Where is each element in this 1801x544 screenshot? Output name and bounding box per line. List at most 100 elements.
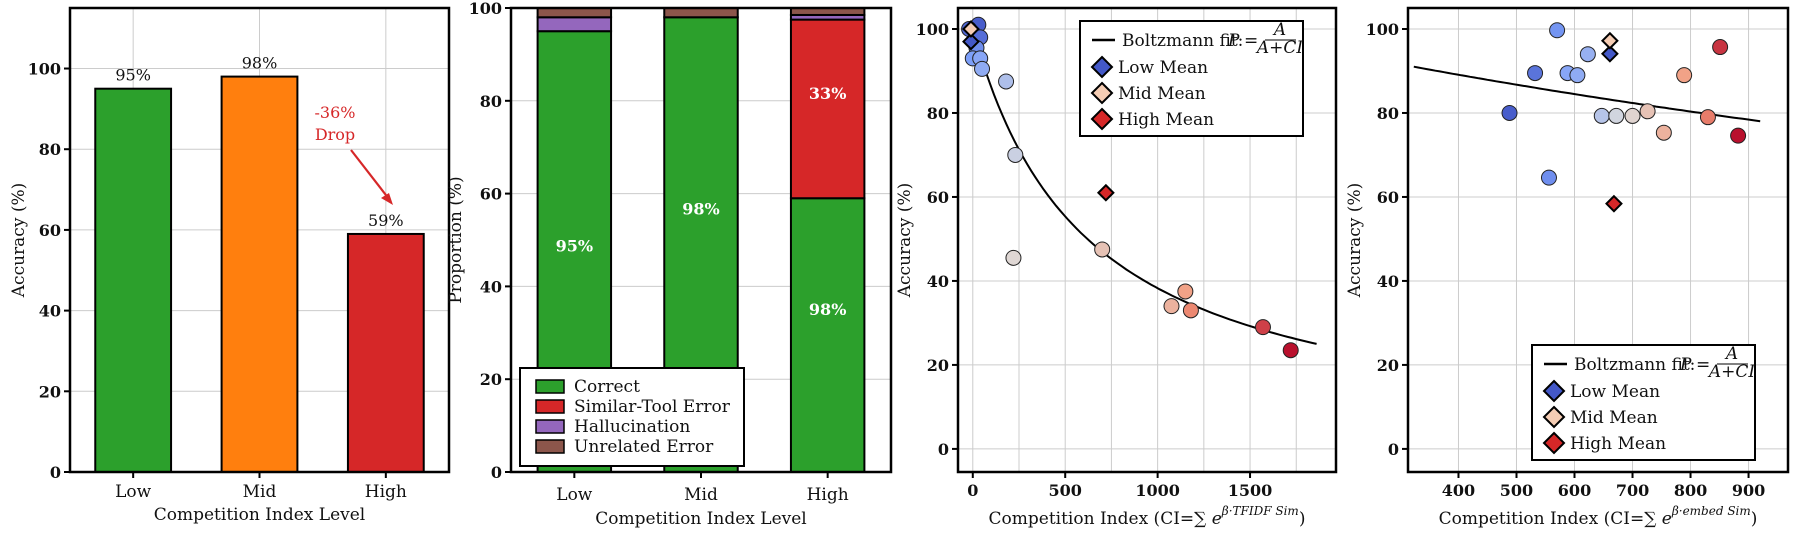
scatter-point (1282, 342, 1299, 359)
scatter-point (1501, 104, 1518, 121)
y-tick-label: 40 (39, 302, 61, 321)
legend-swatch-unrelated-error (535, 439, 565, 454)
x-tick-label: High (807, 485, 849, 505)
legend-label: Similar-Tool Error (574, 397, 731, 417)
x-axis-label: Competition Index Level (595, 509, 806, 529)
legend-formula-numerator: A (1724, 344, 1738, 364)
legend-marker-high-mean (1090, 107, 1114, 131)
legend-label-fit: Boltzmann fit: (1122, 31, 1243, 51)
legend-label: Mid Mean (1118, 84, 1206, 104)
y-axis-label: Accuracy (%) (1345, 183, 1365, 298)
y-tick-label: 20 (39, 382, 61, 401)
legend-marker-low-mean (1542, 379, 1566, 403)
scatter-point (1655, 124, 1672, 141)
scatter-point (1254, 319, 1271, 336)
scatter-point (1593, 107, 1610, 124)
axes-frame (1406, 6, 1790, 474)
bar-value-label: 95% (115, 66, 151, 85)
mean-marker-low-mean (962, 32, 980, 51)
y-tick-label: 0 (491, 463, 502, 482)
y-tick-label: 60 (39, 221, 61, 240)
x-axis-label: Competition Index (CI=∑ eβ·TFIDF Sim) (989, 504, 1306, 529)
y-tick-label: 40 (927, 272, 949, 291)
y-axis-label: Accuracy (%) (9, 183, 29, 298)
legend-marker-high-mean (1542, 431, 1566, 455)
legend-formula-p: P (1227, 31, 1240, 51)
x-tick-label: Mid (684, 485, 718, 505)
y-tick-label: 40 (480, 277, 502, 296)
y-tick-label: 80 (927, 104, 949, 123)
stack-segment-high-correct (789, 197, 866, 474)
x-tick-label: 600 (1558, 481, 1591, 500)
x-tick-label: Low (556, 485, 593, 505)
legend-swatch-hallucination (535, 419, 565, 434)
scatter-point (1527, 65, 1544, 82)
mean-marker-mid-mean (1600, 31, 1619, 50)
x-tick-label: 400 (1442, 481, 1475, 500)
y-tick-label: 60 (927, 188, 949, 207)
legend-label: Correct (574, 377, 640, 397)
y-tick-label: 0 (1388, 440, 1399, 459)
legend-formula-eq: = (1244, 31, 1258, 51)
scatter-point (1639, 103, 1656, 120)
bar-value-label: 98% (242, 54, 278, 73)
y-tick-label: 60 (480, 185, 502, 204)
annotation-arrow-head (381, 193, 393, 205)
scatter-point (1730, 127, 1747, 144)
legend-label-fit: Boltzmann fit: (1574, 355, 1695, 375)
stack-segment-low-hallucination (536, 16, 613, 33)
mean-marker-mid-mean (962, 20, 980, 38)
y-tick-label: 60 (1377, 188, 1399, 207)
segment-value-label: 98% (682, 200, 719, 219)
axes-frame (68, 6, 451, 474)
legend-formula-denominator: A+CI (1707, 362, 1756, 382)
legend-formula-p: P (1679, 355, 1692, 375)
y-tick-label: 80 (39, 140, 61, 159)
scatter-point (1177, 283, 1194, 300)
segment-value-label: 95% (556, 237, 593, 256)
legend-label: Low Mean (1118, 58, 1208, 78)
legend-marker-mid-mean (1542, 405, 1566, 429)
x-tick-label: 500 (1500, 481, 1533, 500)
mean-marker-high-mean (1096, 183, 1115, 202)
y-tick-label: 80 (1377, 104, 1399, 123)
x-tick-label: 900 (1732, 481, 1765, 500)
scatter-point (1699, 109, 1716, 126)
x-tick-label: 500 (1049, 481, 1082, 500)
legend-label: High Mean (1570, 434, 1666, 454)
legend-formula-numerator: A (1272, 20, 1286, 40)
legend-marker-low-mean (1090, 55, 1114, 79)
y-tick-label: 100 (469, 0, 502, 18)
bar-value-label: 59% (368, 211, 404, 230)
axes-frame (956, 6, 1338, 474)
x-tick-label: Mid (243, 482, 277, 502)
y-tick-label: 20 (1377, 356, 1399, 375)
stack-segment-mid-unrelated-error (663, 7, 739, 19)
legend-label: Unrelated Error (574, 437, 714, 457)
legend-label: Low Mean (1570, 382, 1660, 402)
legend-swatch-similar-tool-error (535, 399, 565, 414)
x-tick-label: 0 (967, 481, 978, 500)
x-tick-label: Low (115, 482, 152, 502)
x-tick-label: 1500 (1228, 481, 1273, 500)
x-tick-label: 700 (1616, 481, 1649, 500)
x-axis-label: Competition Index Level (154, 505, 365, 525)
bar-mid (220, 75, 299, 473)
drop-annotation-line1: -36% (315, 103, 356, 122)
scatter-point (1549, 22, 1566, 39)
y-tick-label: 0 (938, 440, 949, 459)
axes-frame (509, 6, 893, 474)
stack-segment-high-similar-tool-error (789, 18, 866, 200)
y-tick-label: 100 (916, 20, 949, 39)
annotation-arrow-shaft (350, 149, 390, 200)
scatter-point (1624, 107, 1641, 124)
y-tick-label: 100 (28, 60, 61, 79)
bar-high (346, 232, 425, 473)
y-tick-label: 20 (480, 370, 502, 389)
scatter-point (974, 60, 991, 77)
legend-label: High Mean (1118, 110, 1214, 130)
legend-label: Mid Mean (1570, 408, 1658, 428)
stack-segment-low-unrelated-error (536, 7, 613, 19)
drop-annotation-line2: Drop (315, 125, 355, 144)
